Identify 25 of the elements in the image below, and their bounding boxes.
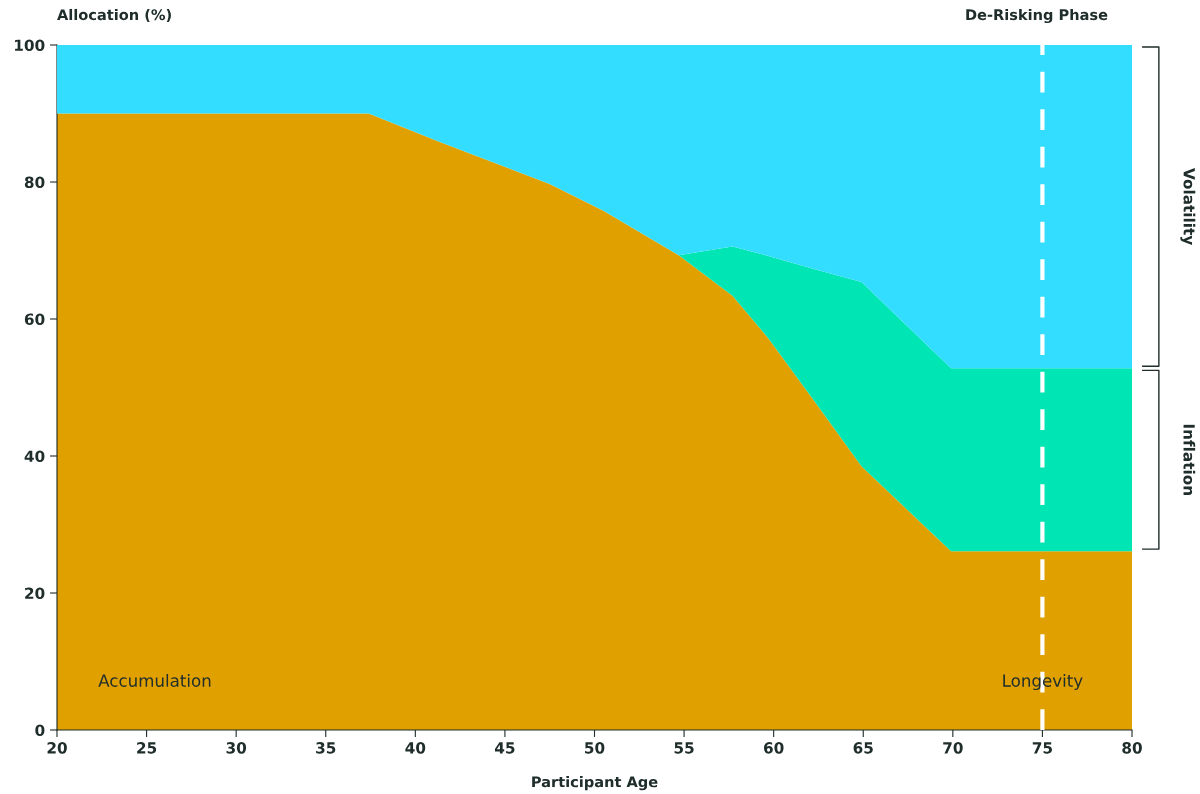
x-tick-label: 35 [316,742,336,754]
text: De-Risking Phase [966,8,1108,24]
x-tick-label: 80 [1122,742,1142,754]
x-axis-title: Participant Age [532,776,658,791]
y-axis-title: Allocation (%) [57,8,171,22]
y-tick-label: 40 [24,450,45,463]
x-tick-label: 75 [1032,742,1052,754]
x-tick-label: 25 [137,742,157,754]
y-tick-label: 60 [24,313,45,326]
y-tick-label: 20 [25,587,45,600]
x-tick-label: 30 [226,742,247,754]
x-tick-label: 45 [494,742,515,754]
x-tick-label: 70 [943,742,963,754]
y-tick-label: 100 [15,39,45,52]
annotation: Accumulation [98,673,211,687]
y-tick-label: 0 [35,724,45,737]
text: Inflation [1183,424,1196,495]
x-tick-label: 20 [47,742,67,754]
x-tick-label: 65 [853,742,873,754]
x-tick-label: 60 [763,742,784,754]
x-tick-label: 55 [674,742,694,754]
text: Volatility [1180,168,1196,246]
x-tick-label: 40 [405,742,426,754]
x-tick-label: 50 [585,742,605,754]
y-tick-label: 80 [24,176,45,189]
